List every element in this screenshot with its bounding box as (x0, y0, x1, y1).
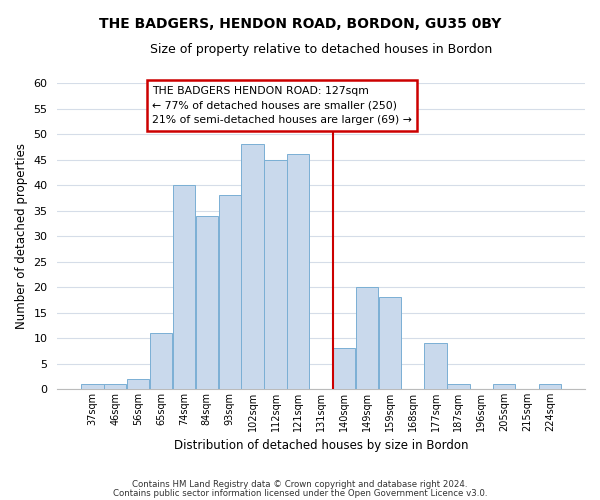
Bar (333, 348, 355, 389)
Bar (150, 333, 172, 389)
X-axis label: Distribution of detached houses by size in Bordon: Distribution of detached houses by size … (174, 440, 469, 452)
Bar (424, 343, 446, 389)
Bar (82, 384, 104, 389)
Bar (218, 195, 241, 389)
Bar (539, 384, 561, 389)
Text: THE BADGERS HENDON ROAD: 127sqm
← 77% of detached houses are smaller (250)
21% o: THE BADGERS HENDON ROAD: 127sqm ← 77% of… (152, 86, 412, 125)
Bar (127, 379, 149, 389)
Text: THE BADGERS, HENDON ROAD, BORDON, GU35 0BY: THE BADGERS, HENDON ROAD, BORDON, GU35 0… (99, 18, 501, 32)
Bar (265, 160, 287, 389)
Text: Contains public sector information licensed under the Open Government Licence v3: Contains public sector information licen… (113, 488, 487, 498)
Bar (448, 384, 470, 389)
Bar (196, 216, 218, 389)
Bar (356, 287, 378, 389)
Text: Contains HM Land Registry data © Crown copyright and database right 2024.: Contains HM Land Registry data © Crown c… (132, 480, 468, 489)
Bar (493, 384, 515, 389)
Bar (379, 297, 401, 389)
Bar (173, 185, 195, 389)
Bar (104, 384, 127, 389)
Bar (287, 154, 310, 389)
Title: Size of property relative to detached houses in Bordon: Size of property relative to detached ho… (150, 42, 493, 56)
Bar (241, 144, 263, 389)
Y-axis label: Number of detached properties: Number of detached properties (15, 143, 28, 329)
